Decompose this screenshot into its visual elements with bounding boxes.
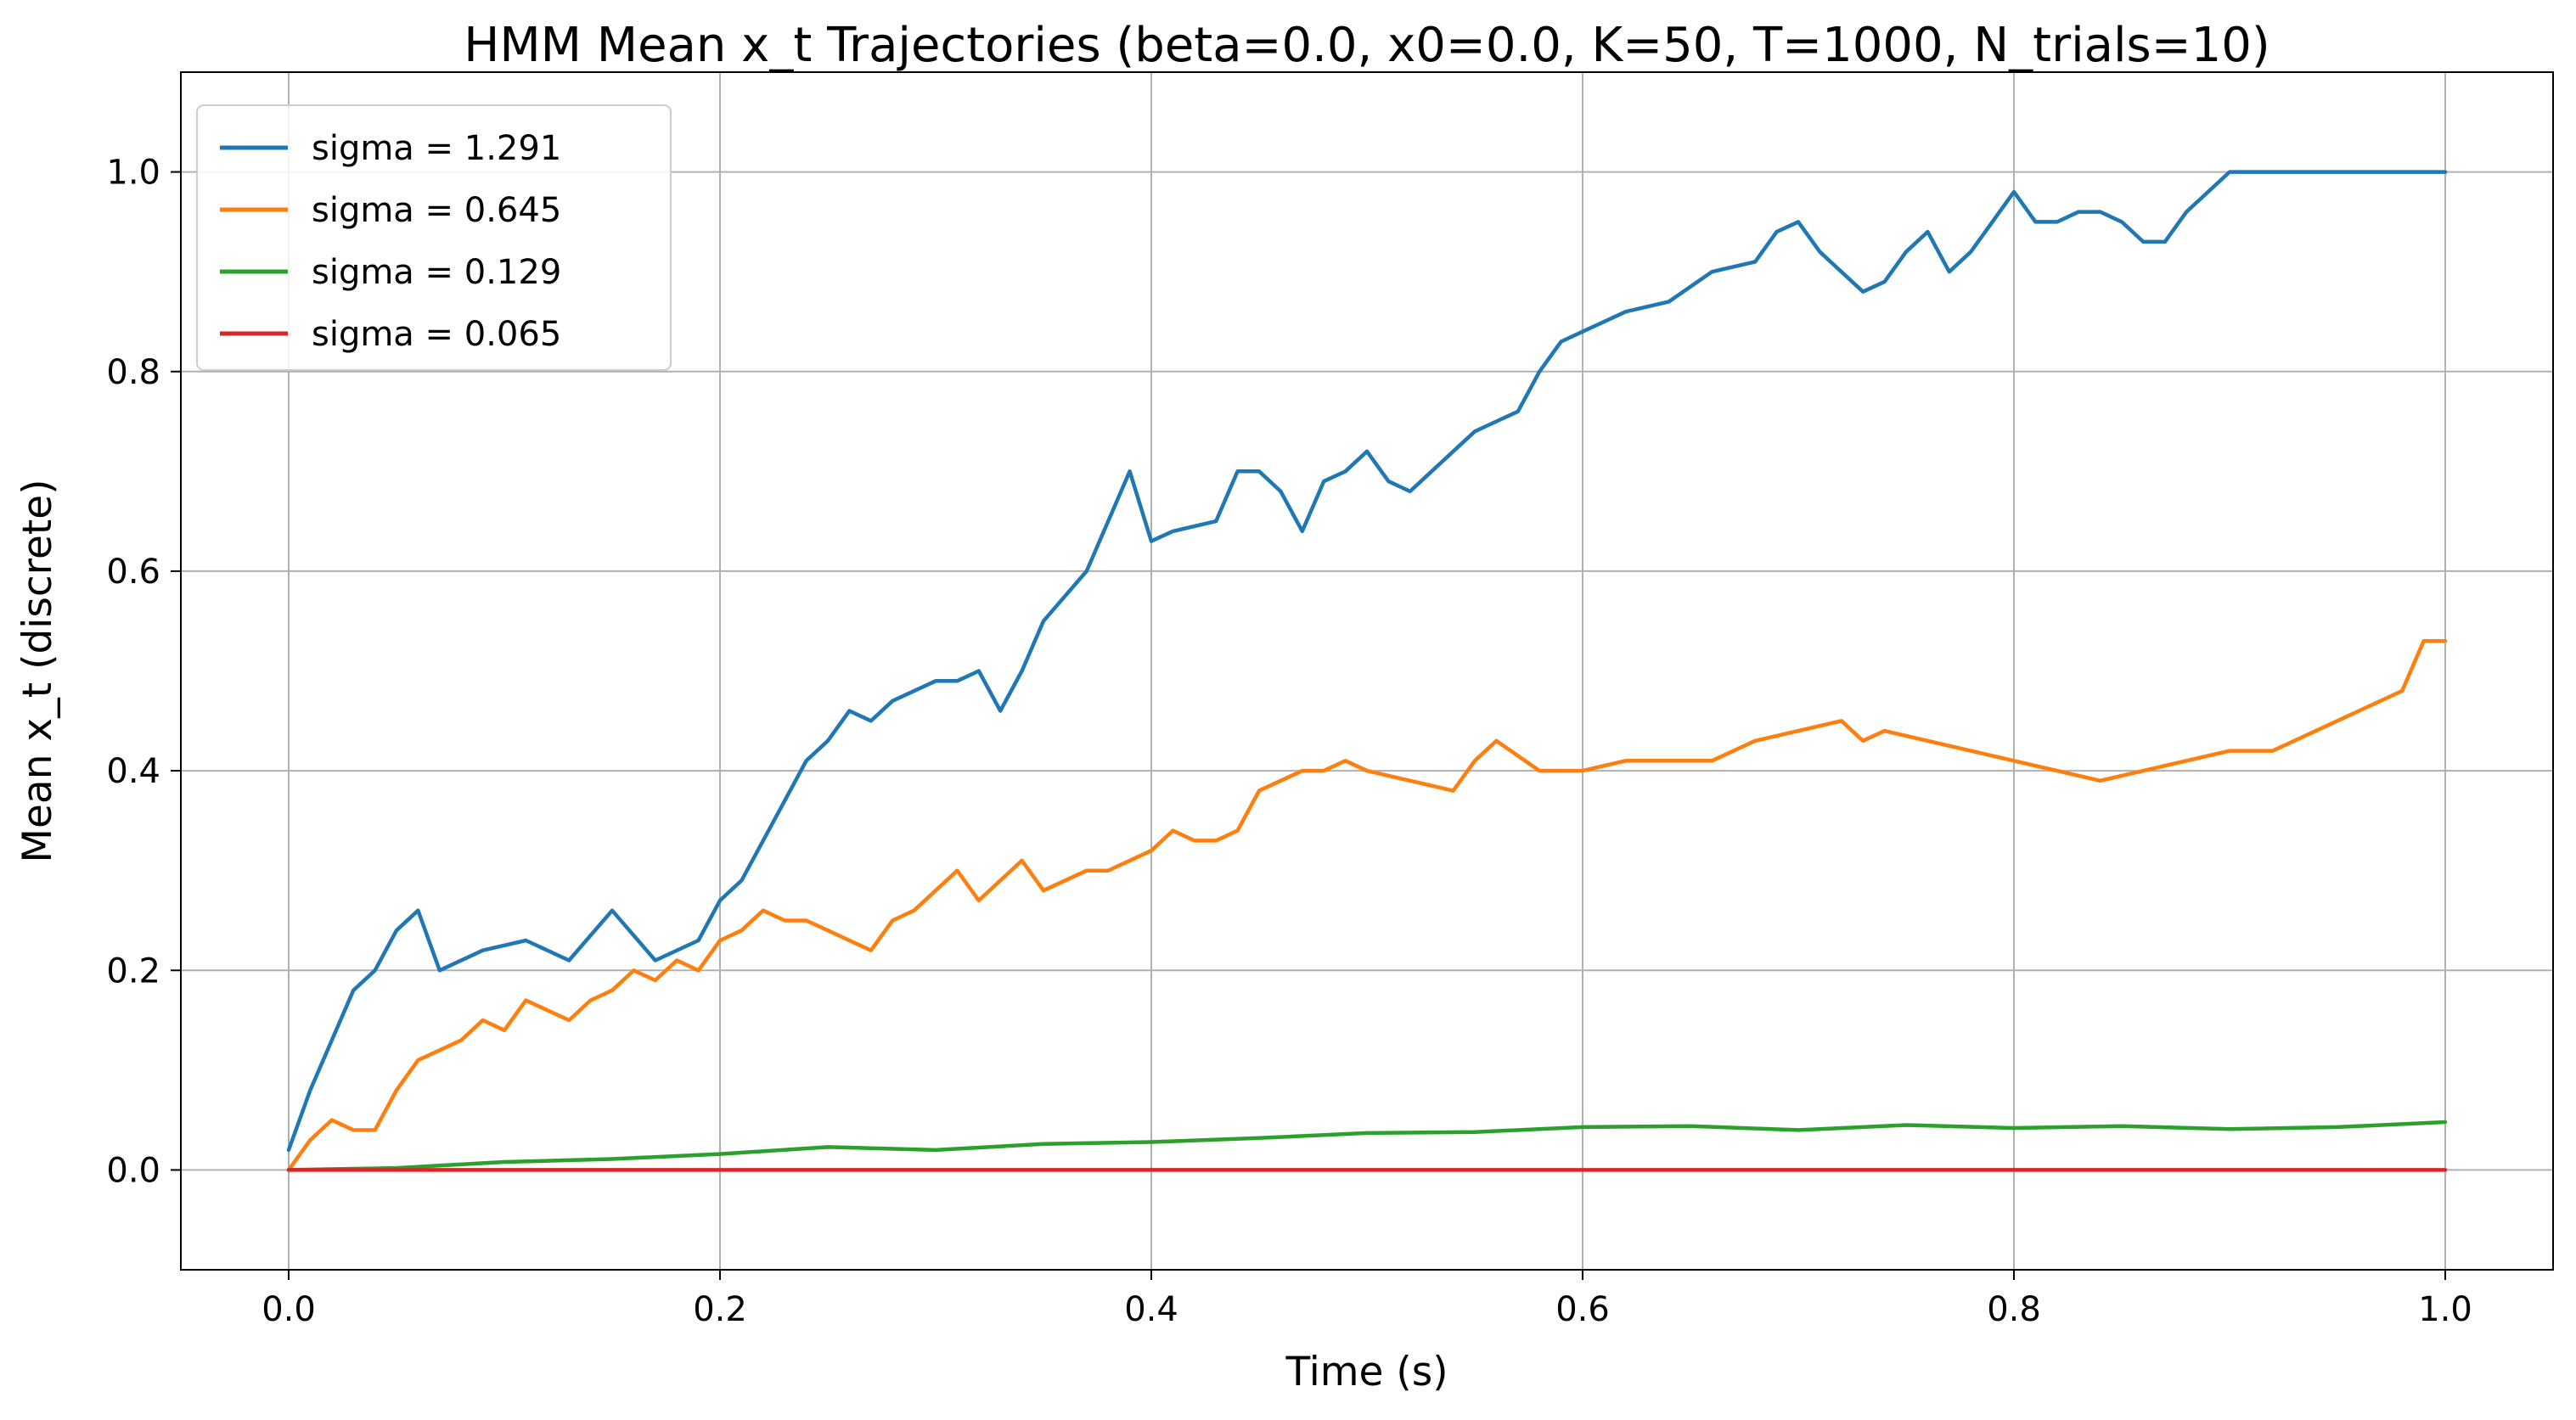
legend-label: sigma = 0.129 [312, 253, 561, 292]
x-tick-label: 0.6 [1555, 1290, 1610, 1329]
series-lines [286, 170, 2448, 1172]
x-tick-label: 1.0 [2418, 1290, 2472, 1329]
legend: sigma = 1.291 sigma = 0.645 sigma = 0.129 s… [196, 104, 672, 371]
x-tick-label: 0.0 [262, 1290, 316, 1329]
y-tick-label: 0.4 [106, 752, 160, 791]
axis-ticks: 0.0 0.2 0.4 0.6 0.8 1.0 0.0 0.2 0.4 0.6 0.8 1.0 [106, 154, 2472, 1329]
x-tick-label: 0.8 [1987, 1290, 2041, 1329]
x-tick-label: 0.2 [693, 1290, 747, 1329]
y-tick-label: 0.6 [106, 553, 160, 592]
series-line [286, 170, 2448, 1153]
y-tick-label: 0.0 [106, 1151, 160, 1190]
legend-label: sigma = 0.065 [312, 315, 561, 354]
legend-label: sigma = 1.291 [312, 129, 561, 168]
series-line [286, 1120, 2448, 1172]
x-tick-label: 0.4 [1124, 1290, 1178, 1329]
y-axis-label: Mean x_t (discrete) [14, 479, 61, 862]
y-tick-label: 0.8 [106, 353, 160, 392]
chart-title: HMM Mean x_t Trajectories (beta=0.0, x0=… [464, 18, 2269, 73]
legend-box [196, 104, 672, 371]
legend-label: sigma = 0.645 [312, 191, 561, 230]
x-axis-label: Time (s) [1285, 1349, 1448, 1395]
series-line [286, 638, 2448, 1172]
plot-area-frame [180, 71, 2554, 1271]
y-tick-label: 0.2 [106, 951, 160, 991]
y-tick-label: 1.0 [106, 154, 160, 193]
